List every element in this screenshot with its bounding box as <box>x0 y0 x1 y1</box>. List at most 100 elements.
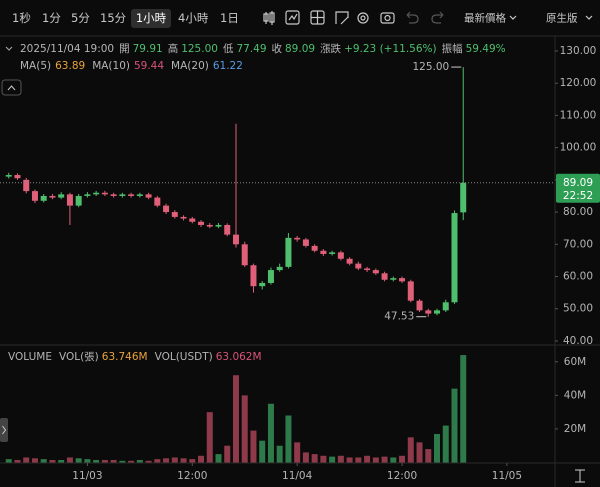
candle-body <box>198 221 205 225</box>
volume-bar <box>425 449 432 463</box>
candle-body <box>302 239 309 246</box>
info-value: 89.09 <box>285 43 315 55</box>
candle-body <box>250 265 257 287</box>
volume-bar <box>364 455 371 463</box>
collapse-icon[interactable] <box>5 46 13 51</box>
volume-bar <box>372 457 379 463</box>
candle-body <box>14 175 21 179</box>
indicator-icon[interactable] <box>285 10 300 25</box>
layout-icon[interactable] <box>310 10 325 25</box>
info-value: 77.49 <box>236 43 266 55</box>
volume-bar <box>40 459 47 463</box>
candle-body <box>49 195 56 198</box>
x-tick-label: 11/03 <box>72 470 102 482</box>
interval-button[interactable]: 1秒 <box>12 11 31 25</box>
redo-icon[interactable] <box>431 11 444 24</box>
candle-body <box>75 195 82 206</box>
dropdown-caret[interactable] <box>509 15 517 20</box>
candle-body <box>416 300 423 311</box>
volume-bar <box>171 457 178 463</box>
volume-bar <box>399 455 406 463</box>
candle-body <box>285 237 292 267</box>
volume-bar <box>267 403 274 463</box>
y-tick-label: 130.00 <box>560 45 597 57</box>
volume-bar <box>442 425 449 463</box>
volume-bar <box>154 459 161 463</box>
volume-bar <box>294 442 301 463</box>
candle-body <box>215 224 222 227</box>
interval-button[interactable]: 1小時 <box>136 11 167 25</box>
candle-body <box>364 268 371 271</box>
scale-reset-icon[interactable] <box>575 469 585 483</box>
x-tick-label: 11/04 <box>282 470 313 482</box>
volume-bar <box>180 458 187 463</box>
collapse-arrow <box>7 85 16 91</box>
interval-button[interactable]: 4小時 <box>178 11 209 25</box>
candle-body <box>136 194 143 196</box>
candle-body <box>425 310 432 314</box>
y-tick-label: 50.00 <box>563 303 593 315</box>
info-label: 振幅 <box>442 42 463 55</box>
price-mode[interactable]: 最新價格 <box>464 12 506 25</box>
volume-bar <box>259 440 266 463</box>
last-price-label: 89.09 <box>563 177 593 189</box>
candle-body <box>58 194 65 198</box>
volume-bar <box>163 458 170 463</box>
side-handle[interactable] <box>0 418 8 442</box>
info-value: 79.91 <box>133 43 163 55</box>
volume-bar <box>250 430 257 463</box>
candle-body <box>224 224 231 235</box>
camera-icon[interactable] <box>380 12 395 24</box>
candle-body <box>110 194 117 196</box>
toolbar: 1秒 1分 5分 15分 1小時 4小時 1日 最新價格 原生版 <box>12 9 578 28</box>
undo-icon[interactable] <box>406 11 419 24</box>
volume-bar <box>329 456 336 463</box>
volume-bar <box>110 459 117 463</box>
collapse-button[interactable] <box>1 79 22 96</box>
volume-bar <box>434 433 441 463</box>
ma-name: MA(10) <box>92 60 130 72</box>
y-tick-label: 120.00 <box>560 77 597 89</box>
interval-button[interactable]: 1日 <box>220 11 239 25</box>
volume-bar <box>66 457 73 463</box>
min-annotation: 47.53 <box>384 311 414 323</box>
active-interval-bg <box>131 9 171 28</box>
volume-info: VOLUME VOL(張) 63.746M VOL(USDT) 63.062M <box>8 351 262 363</box>
volume-bar <box>346 457 353 463</box>
x-tick-label: 12:00 <box>387 470 417 482</box>
candle-body <box>442 302 449 311</box>
candle-body <box>154 197 161 206</box>
version[interactable]: 原生版 <box>546 12 578 25</box>
info-label: 高 <box>168 42 179 55</box>
volume-bar <box>407 437 414 463</box>
ma-value: 59.44 <box>134 60 164 72</box>
volume-bar <box>311 454 318 463</box>
volume-bar <box>93 459 100 463</box>
volume-bar <box>232 375 239 463</box>
interval-button[interactable]: 5分 <box>71 11 90 25</box>
candle-body <box>267 270 274 283</box>
candle-body <box>5 175 12 177</box>
volume-value: 63.062M <box>216 351 262 363</box>
candle-body <box>294 237 301 240</box>
volume-bar <box>14 459 21 463</box>
candle-body <box>232 234 239 245</box>
volume-bar <box>84 459 91 463</box>
y-tick-label: 110.00 <box>560 109 597 121</box>
volume-bar <box>451 388 458 463</box>
candle-type-icon[interactable] <box>263 11 275 25</box>
info-value: 59.49% <box>466 43 506 55</box>
interval-button[interactable]: 15分 <box>100 11 127 25</box>
volume-bar <box>49 459 56 463</box>
interval-button[interactable]: 1分 <box>42 11 61 25</box>
candle-body <box>206 224 213 227</box>
volume-bar <box>189 459 196 463</box>
volume-title: VOLUME <box>8 351 52 363</box>
draw-icon[interactable] <box>335 11 349 25</box>
settings-icon[interactable] <box>357 12 369 24</box>
volume-bar <box>337 455 344 463</box>
info-value: 125.00 <box>181 43 218 55</box>
volume-label: VOL(USDT) <box>155 351 213 363</box>
dropdown-caret[interactable] <box>585 15 593 20</box>
side-handle-arrow <box>2 425 7 435</box>
